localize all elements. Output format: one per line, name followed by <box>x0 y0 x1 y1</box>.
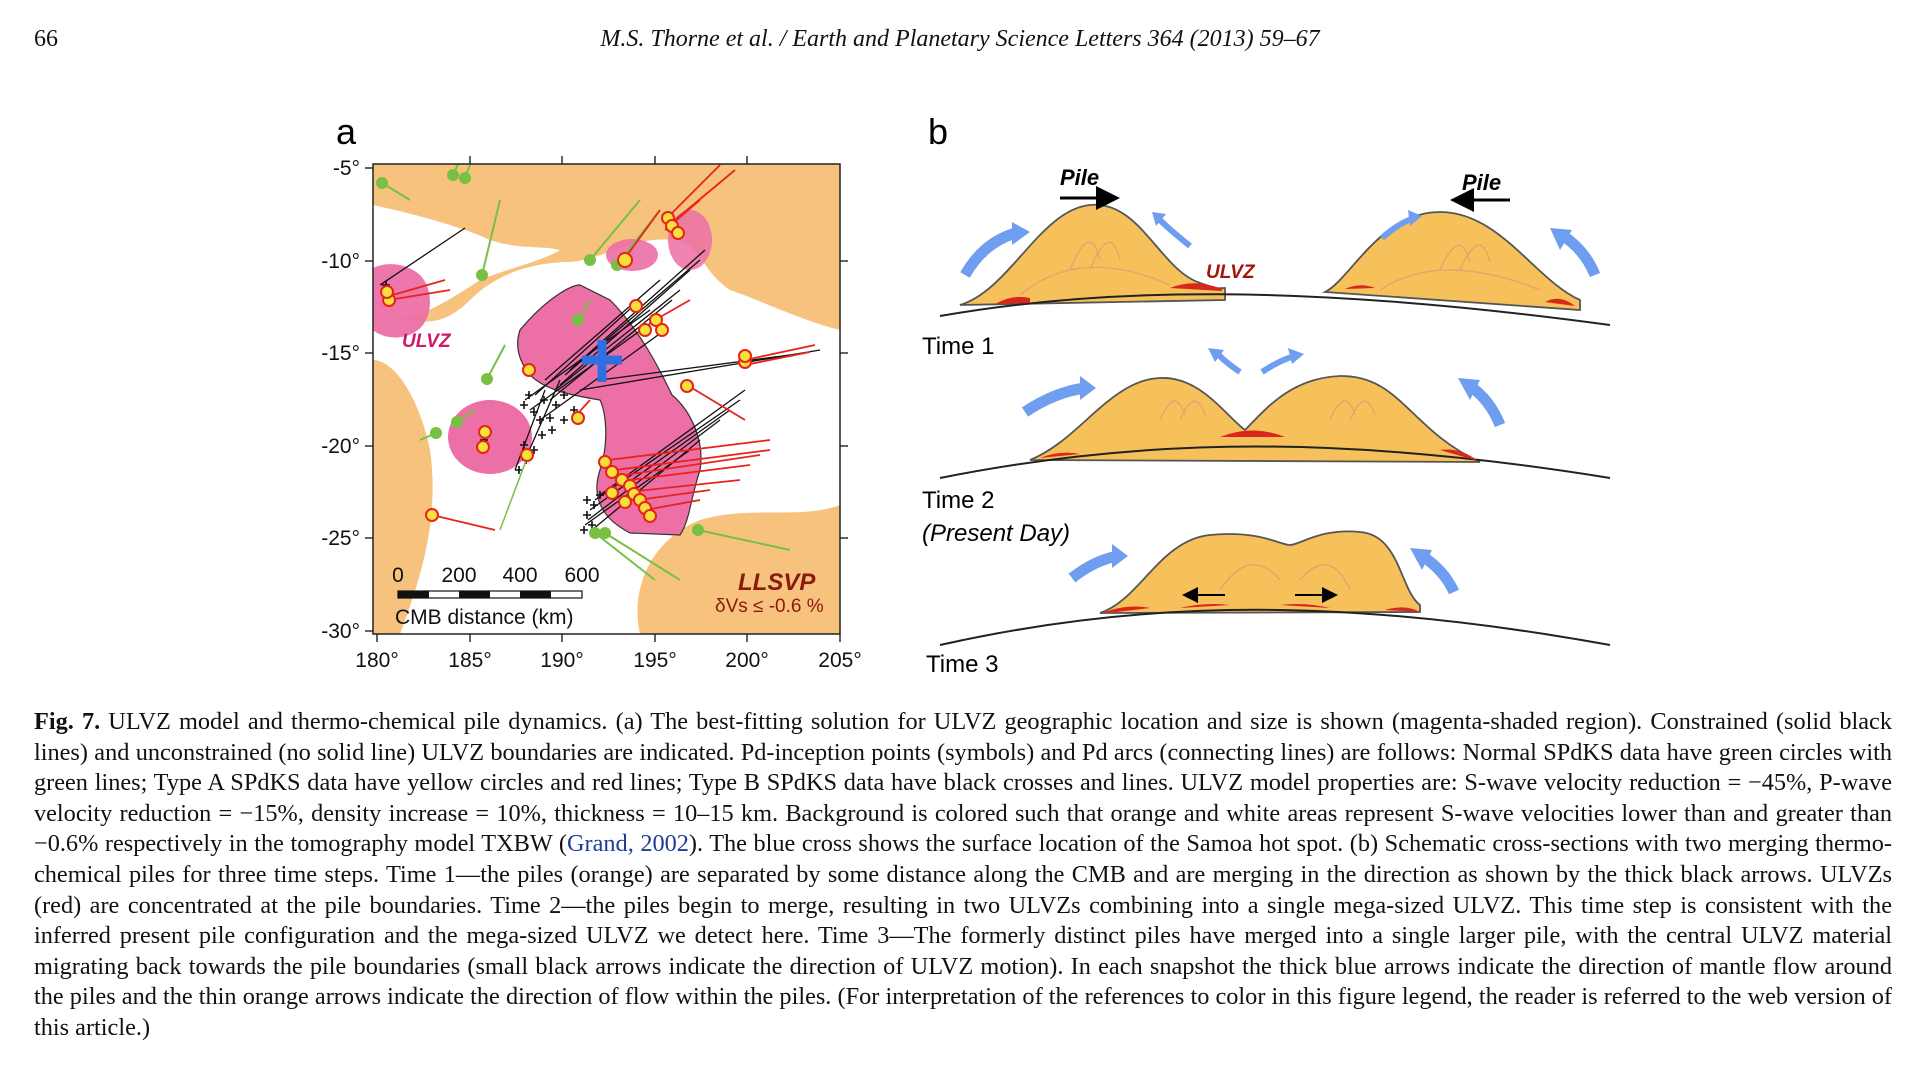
scale-bar: 0 200 400 600 CMB distance (km) <box>392 564 599 629</box>
scale-tick-0: 0 <box>392 564 404 587</box>
running-head: M.S. Thorne et al. / Earth and Planetary… <box>600 26 1320 52</box>
slow-region-bottom <box>637 505 840 634</box>
y-tick-5: -25° <box>321 527 360 550</box>
llsvp-label: LLSVP <box>738 569 816 596</box>
ulvz-region-main <box>517 284 702 536</box>
type-b-lines <box>379 227 821 531</box>
normal-spdks <box>376 164 791 581</box>
ulvz-region-small <box>448 400 532 474</box>
slow-region-left <box>373 360 433 634</box>
caption-fig-label: Fig. 7. <box>34 708 101 735</box>
scale-tick-600: 600 <box>564 564 599 587</box>
map-frame <box>372 163 841 635</box>
x-tick-4: 195° <box>633 649 676 672</box>
panel-b-label: b <box>928 111 948 152</box>
scale-tick-400: 400 <box>502 564 537 587</box>
y-tick-2: -10° <box>321 250 360 273</box>
time2-cross-section <box>939 348 1611 479</box>
time2-label: Time 2 <box>922 487 994 514</box>
pile-right-label: Pile <box>1462 170 1501 195</box>
caption-reference-link[interactable]: Grand, 2002 <box>566 830 689 858</box>
time3-cross-section <box>939 530 1611 646</box>
llsvp-threshold: δVs ≤ -0.6 % <box>715 596 824 617</box>
panel-a-label: a <box>336 111 357 152</box>
type-a-circles <box>380 211 752 523</box>
map-ulvz-label: ULVZ <box>402 331 452 352</box>
ulvz-region-left <box>373 264 430 338</box>
map-panel <box>373 164 840 634</box>
time1-cross-section <box>939 186 1611 326</box>
type-a-lines <box>388 164 816 531</box>
x-tick-5: 200° <box>725 649 768 672</box>
figure-7: a <box>321 111 1611 678</box>
time3-label: Time 3 <box>926 651 998 678</box>
figure-caption: Fig. 7. ULVZ model and thermo-chemical p… <box>34 707 1892 1044</box>
scale-label: CMB distance (km) <box>395 606 574 629</box>
samoa-hotspot-cross <box>582 340 622 382</box>
x-tick-2: 185° <box>448 649 491 672</box>
ulvz-region-upper-right <box>668 210 712 270</box>
time1-label: Time 1 <box>922 333 994 360</box>
page-number: 66 <box>34 26 58 52</box>
y-tick-6: -30° <box>321 620 360 643</box>
x-tick-6: 205° <box>818 649 861 672</box>
slow-region-top <box>373 164 840 330</box>
y-tick-4: -20° <box>321 435 360 458</box>
pile-left-label: Pile <box>1060 165 1099 190</box>
time2-sublabel: (Present Day) <box>922 520 1070 547</box>
section-ulvz-label: ULVZ <box>1206 262 1256 283</box>
map-ticks <box>365 156 848 642</box>
y-tick-3: -15° <box>321 342 360 365</box>
y-tick-1: -5° <box>333 157 360 180</box>
scale-tick-200: 200 <box>441 564 476 587</box>
caption-text-part-1: ULVZ model and thermo-chemical pile dyna… <box>34 708 1892 858</box>
x-tick-3: 190° <box>540 649 583 672</box>
x-tick-1: 180° <box>355 649 398 672</box>
caption-text-part-2: ). The blue cross shows the surface loca… <box>34 830 1892 1041</box>
